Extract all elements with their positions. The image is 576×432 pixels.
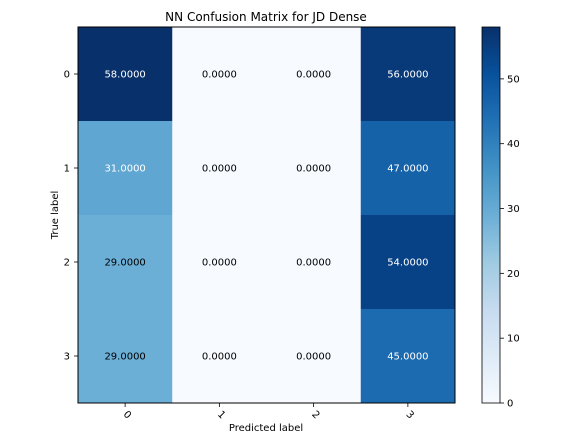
cell-value-label: 45.0000 (387, 352, 428, 363)
y-tick-label: 2 (64, 258, 70, 269)
x-tick-label: 1 (215, 409, 227, 421)
heatmap-cell (172, 309, 267, 404)
heatmap-cell (266, 309, 362, 404)
y-axis-ticks: 0 1 2 3 (64, 70, 78, 363)
x-tick-label: 3 (403, 409, 415, 421)
x-tick-label: 0 (121, 409, 133, 421)
cell-value-label: 47.0000 (387, 164, 428, 175)
heatmap-cell (78, 309, 173, 404)
x-axis-ticks: 0 1 2 3 (121, 403, 416, 421)
heatmap-cell (78, 121, 173, 216)
cell-value-label: 0.0000 (202, 352, 237, 363)
heatmap-cell (172, 215, 267, 310)
cell-value-label: 0.0000 (202, 164, 237, 175)
cell-value-label: 54.0000 (387, 258, 428, 269)
heatmap-cell (172, 121, 267, 216)
cell-value-label: 0.0000 (296, 164, 331, 175)
heatmap-cell (360, 121, 456, 216)
heatmap-cell (78, 215, 173, 310)
y-axis-label: True label (50, 191, 61, 241)
colorbar-tick-label: 20 (507, 269, 520, 280)
colorbar-tick-label: 10 (507, 334, 520, 345)
heatmap-cells (78, 27, 456, 404)
chart-title: NN Confusion Matrix for JD Dense (165, 10, 367, 24)
cell-value-label: 0.0000 (296, 70, 331, 81)
colorbar-tick-label: 50 (507, 74, 520, 85)
heatmap-cell (360, 215, 456, 310)
heatmap-cell-labels: 58.0000 0.0000 0.0000 56.0000 31.0000 0.0000 0… (104, 70, 428, 363)
cell-value-label: 58.0000 (104, 70, 145, 81)
x-tick-label: 2 (309, 409, 321, 421)
cell-value-label: 0.0000 (202, 258, 237, 269)
y-tick-label: 0 (64, 70, 70, 81)
heatmap-cell (360, 27, 456, 122)
cell-value-label: 31.0000 (104, 164, 145, 175)
heatmap-cell (266, 215, 362, 310)
colorbar-tick-label: 0 (507, 399, 513, 410)
y-tick-label: 3 (64, 352, 70, 363)
y-tick-label: 1 (64, 164, 70, 175)
heatmap-cell (360, 309, 456, 404)
cell-value-label: 56.0000 (387, 70, 428, 81)
heatmap-cell (266, 121, 362, 216)
heatmap-cell (78, 27, 173, 122)
heatmap-cell (266, 27, 362, 122)
colorbar-ticks: 0 10 20 30 40 50 (500, 74, 520, 410)
plot-frame (77, 26, 456, 404)
cell-value-label: 29.0000 (104, 258, 145, 269)
cell-value-label: 0.0000 (202, 70, 237, 81)
colorbar-gradient (481, 26, 501, 404)
cell-value-label: 0.0000 (296, 258, 331, 269)
heatmap-cell (172, 27, 267, 122)
colorbar-tick-label: 40 (507, 139, 520, 150)
colorbar-tick-label: 30 (507, 204, 520, 215)
x-axis-label: Predicted label (229, 423, 303, 432)
colorbar: 0 10 20 30 40 50 (481, 26, 520, 410)
cell-value-label: 0.0000 (296, 352, 331, 363)
cell-value-label: 29.0000 (104, 352, 145, 363)
